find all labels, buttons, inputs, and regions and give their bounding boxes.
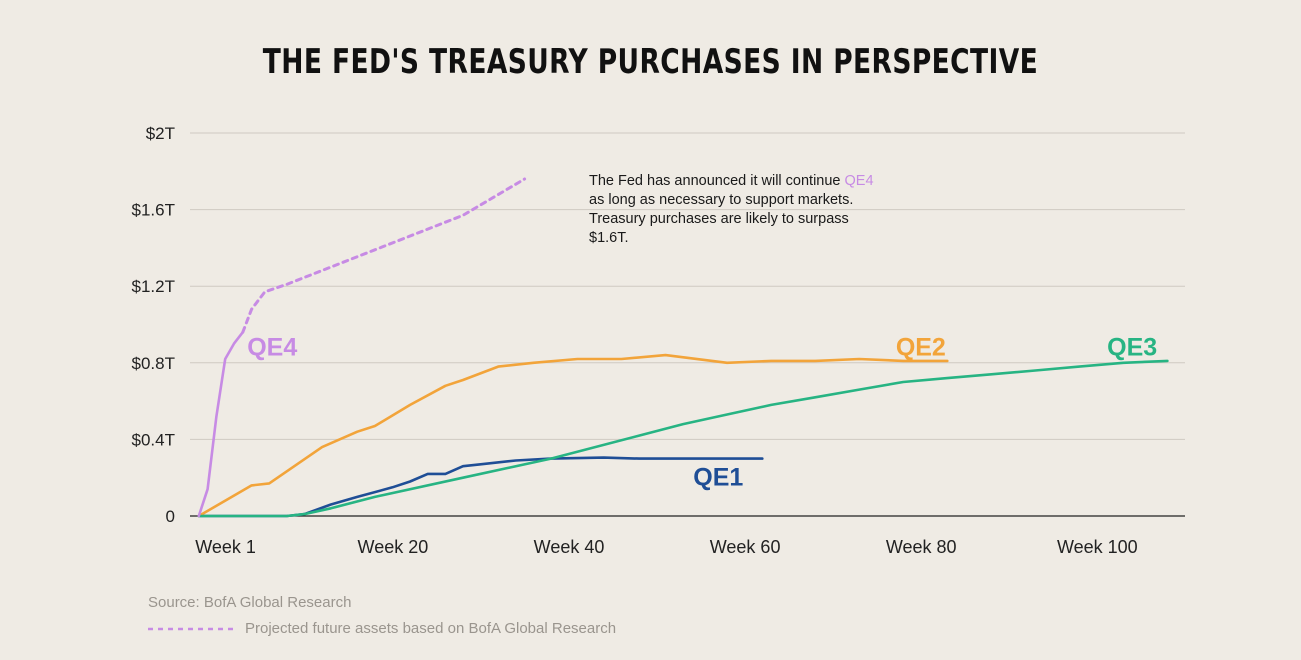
annotation-text-end: as long as necessary to support markets.… xyxy=(589,192,854,246)
y-tick-label: $0.8T xyxy=(132,354,175,373)
label-layer: QE1 QE2 QE3 QE4 xyxy=(247,333,1157,491)
x-tick-label: Week 20 xyxy=(358,537,429,557)
series-layer xyxy=(197,177,1169,518)
x-tick-label: Week 40 xyxy=(534,537,605,557)
chart-title: THE FED'S TREASURY PURCHASES IN PERSPECT… xyxy=(262,42,1039,82)
dashed-line-swatch xyxy=(148,627,236,630)
x-tick-label: Week 80 xyxy=(886,537,957,557)
source-note: Source: BofA Global Research xyxy=(148,594,352,611)
qe2-line xyxy=(197,353,949,518)
y-tick-label: $0.4T xyxy=(132,430,175,449)
y-tick-label: $1.6T xyxy=(132,201,175,220)
qe4-line xyxy=(197,330,245,518)
qe4-series-label: QE4 xyxy=(247,333,297,361)
qe3-series-label: QE3 xyxy=(1107,333,1157,361)
annotation-text-start: The Fed has announced it will continue xyxy=(589,173,845,189)
y-tick-label: 0 xyxy=(166,507,175,526)
x-tick-label: Week 1 xyxy=(195,537,256,557)
legend: Projected future assets based on BofA Gl… xyxy=(148,620,616,637)
x-tick-label: Week 60 xyxy=(710,537,781,557)
y-tick-label: $2T xyxy=(146,124,175,143)
qe1-line xyxy=(197,456,764,518)
qe1-series-label: QE1 xyxy=(693,464,743,492)
qe2-series-label: QE2 xyxy=(896,333,946,361)
annotation-qe4-highlight: QE4 xyxy=(844,173,874,189)
qe4-projected-line xyxy=(241,177,527,334)
y-tick-label: $1.2T xyxy=(132,277,175,296)
qe3-line xyxy=(197,359,1169,518)
grid-layer: 0 $0.4T $0.8T $1.2T $1.6T $2T Week 1 Week 20 Wee… xyxy=(132,124,1185,557)
legend-projected-label: Projected future assets based on BofA Gl… xyxy=(245,620,617,637)
qe4-annotation: The Fed has announced it will continue Q… xyxy=(589,172,874,248)
x-tick-label: Week 100 xyxy=(1057,537,1138,557)
